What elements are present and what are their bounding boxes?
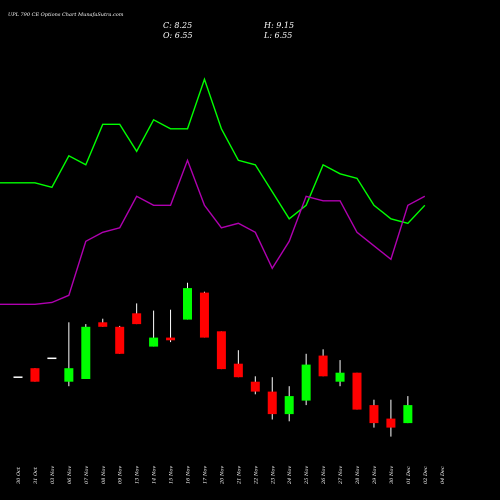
candle-body: [81, 326, 91, 379]
chart-title: UPL 790 CE Options Chart MunafaSutra.com: [8, 12, 124, 18]
candle: [250, 376, 260, 395]
x-tick-label: 23 Nov: [270, 466, 276, 485]
x-tick-label: 16 Nov: [186, 466, 192, 484]
candle-body: [233, 363, 243, 378]
candle: [30, 368, 40, 382]
candle-body: [98, 322, 108, 327]
candle-body: [149, 337, 159, 347]
x-tick-label: 14 Nov: [152, 466, 158, 484]
candle-body: [267, 391, 277, 415]
candle-body: [64, 368, 74, 382]
candle-body: [47, 357, 57, 360]
candle: [166, 309, 176, 343]
candle: [301, 353, 311, 406]
x-tick-label: 09 Nov: [118, 466, 124, 484]
low-readout: L: 6.55: [263, 31, 292, 40]
candle-body: [199, 292, 209, 338]
candles-layer: [13, 282, 413, 437]
x-tick-label: 06 Nov: [67, 466, 73, 484]
candle-body: [13, 376, 23, 378]
x-tick-label: 17 Nov: [202, 466, 208, 484]
candle-body: [369, 405, 379, 424]
candle: [403, 396, 413, 424]
candle-body: [318, 355, 328, 377]
x-tick-label: 01 Dec: [406, 466, 412, 484]
candle-body: [386, 418, 396, 428]
candle: [335, 360, 345, 387]
x-tick-label: 08 Nov: [101, 466, 107, 484]
x-tick-label: 30 Oct: [16, 466, 22, 484]
candle: [149, 310, 159, 347]
candle-body: [132, 313, 142, 325]
candle: [98, 318, 108, 327]
x-tick-label: 21 Nov: [236, 466, 242, 485]
candle-body: [352, 372, 362, 410]
x-tick-label: 03 Nov: [50, 466, 56, 484]
candle-body: [216, 331, 226, 370]
candle-body: [30, 368, 40, 382]
x-tick-label: 30 Nov: [389, 466, 395, 484]
candle-body: [335, 372, 345, 382]
candle: [216, 331, 226, 370]
candle: [318, 349, 328, 377]
candle-body: [166, 337, 176, 341]
x-tick-label: 26 Nov: [321, 466, 327, 485]
x-tick-label: 22 Nov: [253, 466, 259, 485]
x-tick-label: 25 Nov: [304, 466, 310, 485]
candle: [386, 399, 396, 437]
candle: [352, 372, 362, 410]
indicator-bands: [0, 77, 426, 305]
x-tick-label: 31 Oct: [33, 466, 39, 484]
candle: [81, 324, 91, 379]
candle: [267, 377, 277, 420]
x-tick-label: 04 Dec: [440, 466, 446, 484]
x-tick-label: 07 Nov: [84, 466, 90, 484]
candle: [369, 399, 379, 428]
candle-body: [115, 326, 125, 354]
x-tick-label: 20 Nov: [219, 466, 225, 485]
x-tick-label: 02 Dec: [423, 466, 429, 484]
x-tick-label: 27 Nov: [338, 466, 344, 485]
candle-body: [403, 405, 413, 424]
candle: [64, 322, 74, 387]
upper-band-line: [0, 77, 426, 225]
candle-body: [301, 364, 311, 401]
candle: [47, 357, 57, 360]
lower-band-line: [0, 158, 426, 305]
high-readout: H: 9.15: [263, 21, 294, 30]
candle-body: [250, 381, 260, 392]
x-tick-label: 28 Nov: [355, 466, 361, 485]
candle: [115, 325, 125, 354]
candle: [13, 376, 23, 378]
candle: [183, 282, 192, 320]
x-tick-label: 24 Nov: [287, 466, 293, 485]
candle: [233, 350, 243, 378]
candle: [132, 303, 142, 325]
close-readout: C: 8.25: [163, 21, 192, 30]
x-axis-tick-labels: 30 Oct 31 Oct 03 Nov 06 Nov 07 Nov 08 Nov 09 N…: [16, 466, 446, 485]
candle: [284, 386, 294, 422]
x-tick-label: 15 Nov: [169, 466, 175, 484]
candle-body: [183, 288, 192, 320]
open-readout: O: 6.55: [163, 31, 193, 40]
candle-body: [284, 396, 294, 415]
x-tick-label: 13 Nov: [135, 466, 141, 484]
candle: [199, 291, 209, 338]
x-tick-label: 29 Nov: [372, 466, 378, 485]
